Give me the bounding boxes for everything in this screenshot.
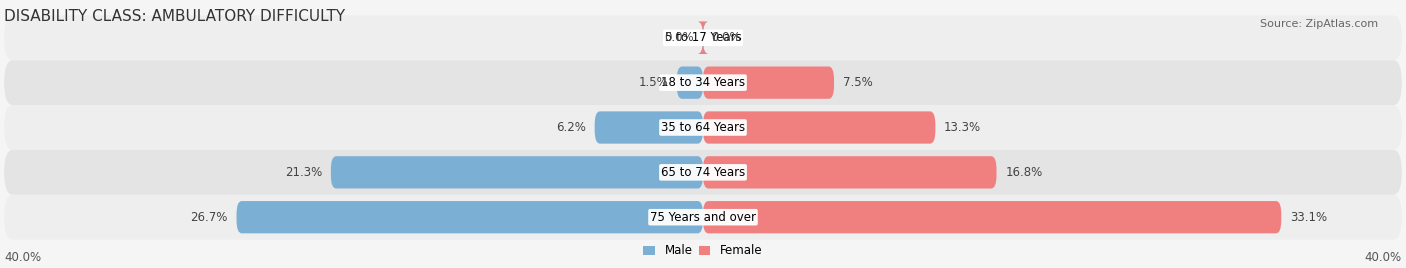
FancyBboxPatch shape bbox=[330, 156, 703, 188]
Text: 33.1%: 33.1% bbox=[1291, 211, 1327, 224]
FancyBboxPatch shape bbox=[4, 195, 1402, 240]
Text: 40.0%: 40.0% bbox=[4, 251, 41, 264]
Text: 0.0%: 0.0% bbox=[665, 31, 695, 44]
FancyBboxPatch shape bbox=[4, 150, 1402, 195]
FancyBboxPatch shape bbox=[697, 22, 709, 54]
Text: 40.0%: 40.0% bbox=[1365, 251, 1402, 264]
Legend: Male, Female: Male, Female bbox=[644, 244, 762, 257]
FancyBboxPatch shape bbox=[703, 201, 1281, 233]
Text: 18 to 34 Years: 18 to 34 Years bbox=[661, 76, 745, 89]
Text: 65 to 74 Years: 65 to 74 Years bbox=[661, 166, 745, 179]
FancyBboxPatch shape bbox=[703, 111, 935, 144]
Text: 75 Years and over: 75 Years and over bbox=[650, 211, 756, 224]
Text: 21.3%: 21.3% bbox=[285, 166, 322, 179]
Text: 13.3%: 13.3% bbox=[943, 121, 981, 134]
FancyBboxPatch shape bbox=[4, 15, 1402, 60]
FancyBboxPatch shape bbox=[4, 60, 1402, 105]
FancyBboxPatch shape bbox=[236, 201, 703, 233]
Text: 26.7%: 26.7% bbox=[190, 211, 228, 224]
Text: 0.0%: 0.0% bbox=[711, 31, 741, 44]
FancyBboxPatch shape bbox=[703, 156, 997, 188]
Text: 7.5%: 7.5% bbox=[842, 76, 873, 89]
Text: 1.5%: 1.5% bbox=[638, 76, 668, 89]
Text: 16.8%: 16.8% bbox=[1005, 166, 1042, 179]
FancyBboxPatch shape bbox=[595, 111, 703, 144]
Text: 35 to 64 Years: 35 to 64 Years bbox=[661, 121, 745, 134]
Text: Source: ZipAtlas.com: Source: ZipAtlas.com bbox=[1260, 19, 1378, 29]
Text: 5 to 17 Years: 5 to 17 Years bbox=[665, 31, 741, 44]
FancyBboxPatch shape bbox=[703, 66, 834, 99]
FancyBboxPatch shape bbox=[697, 22, 709, 54]
Text: DISABILITY CLASS: AMBULATORY DIFFICULTY: DISABILITY CLASS: AMBULATORY DIFFICULTY bbox=[4, 9, 346, 24]
FancyBboxPatch shape bbox=[676, 66, 703, 99]
Text: 6.2%: 6.2% bbox=[555, 121, 586, 134]
FancyBboxPatch shape bbox=[4, 105, 1402, 150]
